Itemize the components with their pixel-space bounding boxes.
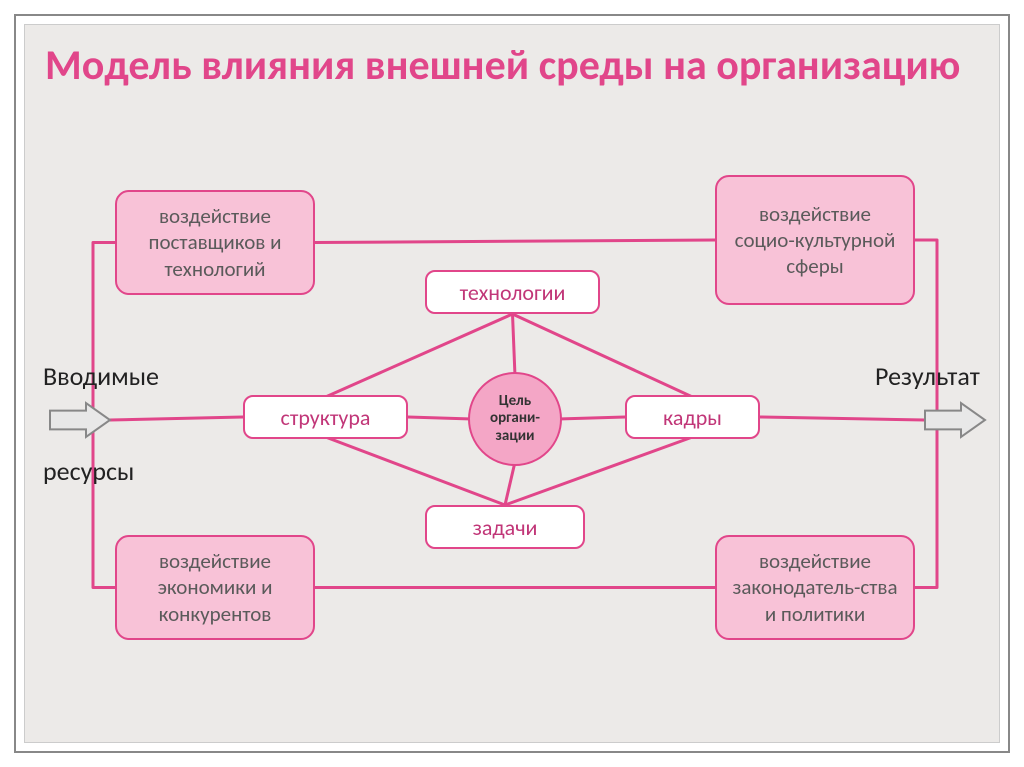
label-output: Результат [875,360,980,392]
corner-box-tl: воздействие поставщиков и технологий [115,190,315,295]
slide-outer-frame: Модель влияния внешней среды на организа… [14,14,1010,753]
corner-box-tr: воздействие социо-культурной сферы [715,175,915,305]
corner-box-bl: воздействие экономики и конкурентов [115,535,315,640]
diamond-box-left: структура [243,395,408,439]
corner-box-br: воздействие законодатель-ства и политики [715,535,915,640]
label-input-bottom: ресурсы [43,455,134,487]
center-line2: органи- [490,409,540,427]
center-line3: зации [496,427,535,445]
label-input-top: Вводимые [43,360,159,392]
slide-inner-frame: Модель влияния внешней среды на организа… [24,24,1000,743]
center-line1: Цель [499,392,531,410]
slide-title: Модель влияния внешней среды на организа… [45,43,960,89]
diamond-box-top: технологии [425,270,600,314]
diamond-box-right: кадры [625,395,760,439]
center-circle: Цель органи- зации [468,372,562,466]
diamond-box-bottom: задачи [425,505,585,549]
